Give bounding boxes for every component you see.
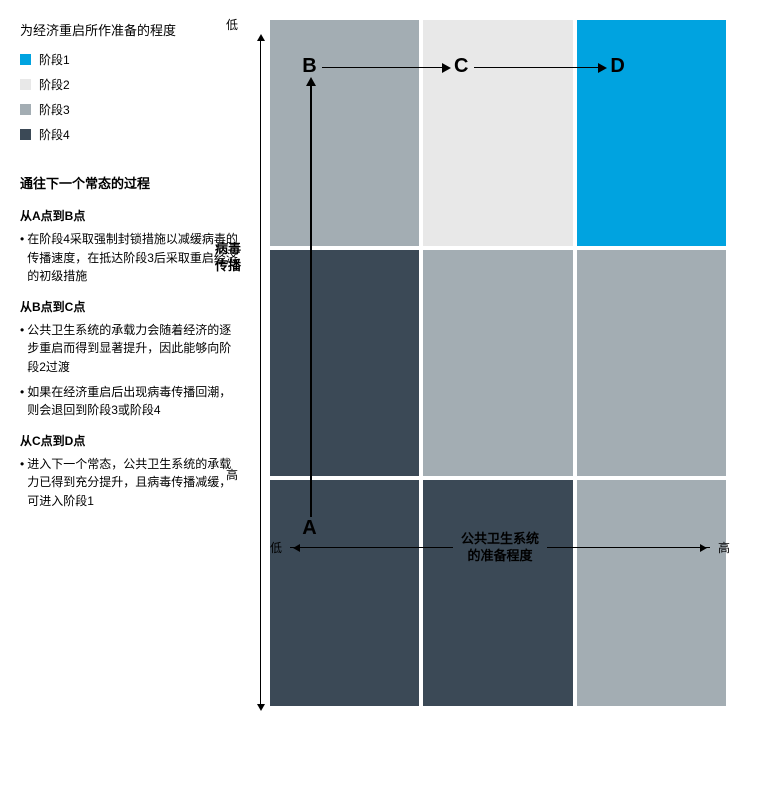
point-label-d: D	[610, 55, 624, 78]
grid-cell	[423, 250, 572, 476]
bullet-dot-icon: •	[20, 321, 24, 377]
bullet-text: 如果在经济重启后出现病毒传播回潮，则会退回到阶段3或阶段4	[27, 383, 240, 420]
y-axis-title: 病毒传播	[215, 241, 241, 275]
grid-cell	[423, 480, 572, 706]
sub-title: 从B点到C点	[20, 298, 240, 315]
legend-swatch	[20, 104, 31, 115]
legend-item: 阶段4	[20, 126, 240, 143]
point-label-a: A	[302, 517, 316, 540]
grid-cell	[577, 250, 726, 476]
y-axis-high-label: 高	[226, 466, 238, 483]
arrow-right-icon	[547, 547, 710, 548]
grid: A B C D	[270, 20, 730, 710]
legend-swatch	[20, 79, 31, 90]
arrow-head-icon	[442, 63, 451, 73]
sub-title: 从A点到B点	[20, 207, 240, 224]
y-axis-line	[260, 36, 261, 708]
bullet-text: 在阶段4采取强制封锁措施以减缓病毒的传播速度，在抵达阶段3后采取重启经济的初级措…	[27, 230, 240, 286]
chart-area: 低 病毒传播 高 ABCD 低 公共卫生系统的准备程度 高	[250, 20, 756, 517]
bullet-dot-icon: •	[20, 455, 24, 511]
point-label-c: C	[454, 55, 468, 78]
x-axis-title: 公共卫生系统的准备程度	[461, 531, 539, 565]
y-axis-low-label: 低	[226, 16, 238, 33]
grid-cell	[270, 480, 419, 706]
grid-cell	[577, 20, 726, 246]
arrow-line	[474, 67, 602, 69]
bullet-item: •进入下一个常态，公共卫生系统的承载力已得到充分提升，且病毒传播减缓，可进入阶段…	[20, 455, 240, 511]
x-axis: 低 公共卫生系统的准备程度 高	[270, 531, 730, 565]
legend-label: 阶段3	[39, 101, 70, 118]
legend-items: 阶段1 阶段2 阶段3 阶段4	[20, 51, 240, 143]
arrow-left-icon	[290, 547, 453, 548]
bullet-text: 公共卫生系统的承载力会随着经济的逐步重启而得到显著提升，因此能够向阶段2过渡	[27, 321, 240, 377]
legend-label: 阶段2	[39, 76, 70, 93]
legend-label: 阶段4	[39, 126, 70, 143]
legend-swatch	[20, 54, 31, 65]
bullet-text: 进入下一个常态，公共卫生系统的承载力已得到充分提升，且病毒传播减缓，可进入阶段1	[27, 455, 240, 511]
text-groups: 从A点到B点•在阶段4采取强制封锁措施以减缓病毒的传播速度，在抵达阶段3后采取重…	[20, 207, 240, 511]
arrow-head-icon	[598, 63, 607, 73]
grid-cell	[270, 20, 419, 246]
grid-cell	[423, 20, 572, 246]
sub-title: 从C点到D点	[20, 432, 240, 449]
bullet-dot-icon: •	[20, 230, 24, 286]
arrow-line	[322, 67, 446, 69]
grid-cell	[270, 250, 419, 476]
legend-item: 阶段3	[20, 101, 240, 118]
arrow-line	[310, 83, 312, 517]
x-axis-high-label: 高	[718, 539, 730, 556]
arrow-head-icon	[306, 77, 316, 86]
point-label-b: B	[302, 55, 316, 78]
legend-item: 阶段1	[20, 51, 240, 68]
legend-item: 阶段2	[20, 76, 240, 93]
legend-label: 阶段1	[39, 51, 70, 68]
arrow-down-icon	[257, 704, 265, 715]
section-heading: 通往下一个常态的过程	[20, 173, 240, 192]
x-axis-low-label: 低	[270, 539, 282, 556]
legend-title: 为经济重启所作准备的程度	[20, 20, 240, 39]
legend-swatch	[20, 129, 31, 140]
bullet-item: •在阶段4采取强制封锁措施以减缓病毒的传播速度，在抵达阶段3后采取重启经济的初级…	[20, 230, 240, 286]
arrow-up-icon	[257, 30, 265, 41]
bullet-dot-icon: •	[20, 383, 24, 420]
grid-cell	[577, 480, 726, 706]
bullet-item: •如果在经济重启后出现病毒传播回潮，则会退回到阶段3或阶段4	[20, 383, 240, 420]
bullet-item: •公共卫生系统的承载力会随着经济的逐步重启而得到显著提升，因此能够向阶段2过渡	[20, 321, 240, 377]
